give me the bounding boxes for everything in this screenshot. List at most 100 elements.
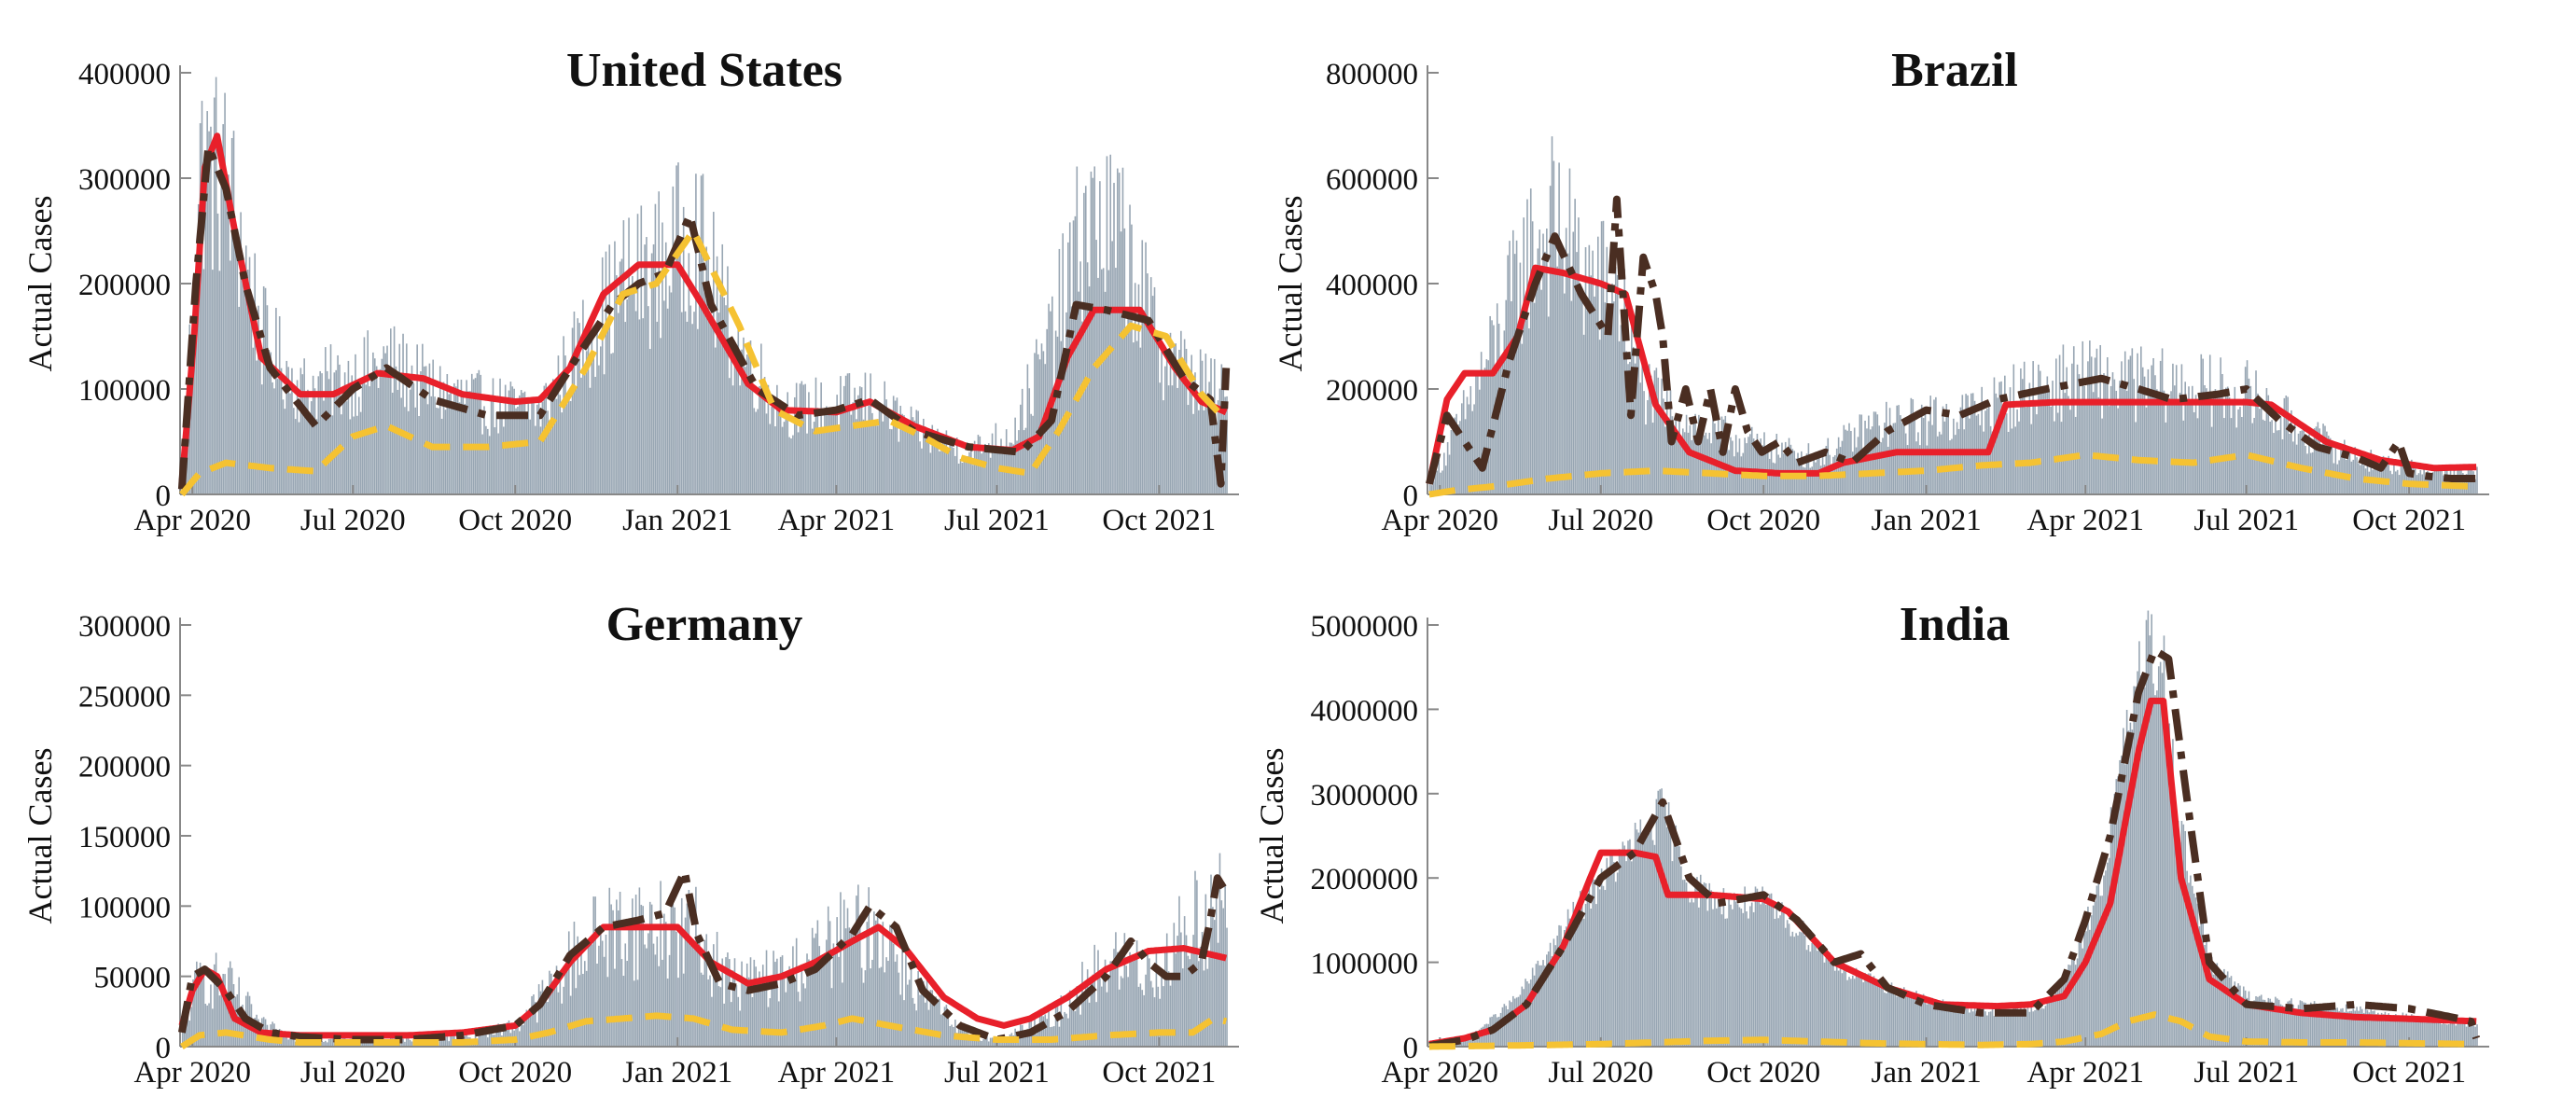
bar — [1139, 983, 1142, 1047]
bar — [2223, 968, 2225, 1047]
bar — [561, 412, 563, 494]
bar — [2087, 361, 2089, 494]
bar — [242, 274, 244, 494]
bar — [854, 939, 856, 1047]
bar — [650, 253, 653, 494]
bar — [2083, 933, 2085, 1047]
bar — [970, 1037, 972, 1047]
bar — [1991, 1007, 1994, 1047]
bar — [2208, 960, 2211, 1047]
bar — [1067, 1018, 1069, 1047]
bar — [335, 369, 337, 494]
bar — [700, 175, 703, 495]
bar — [1914, 417, 1915, 494]
bar — [2412, 466, 2415, 494]
bar — [1464, 419, 1467, 494]
bar — [664, 922, 667, 1047]
bar — [2172, 363, 2174, 494]
bar — [196, 961, 198, 1047]
bar — [1570, 932, 1573, 1047]
bar — [1060, 995, 1063, 1047]
bar — [2154, 375, 2156, 494]
bar — [2034, 1009, 2036, 1047]
bar — [1692, 422, 1694, 494]
bar — [1938, 1003, 1941, 1047]
y-tick-label: 600000 — [1326, 163, 1418, 197]
bar — [196, 273, 198, 494]
bar — [2310, 452, 2312, 494]
bar — [998, 1039, 1000, 1047]
bar — [2239, 985, 2241, 1047]
bar — [733, 358, 736, 494]
bar — [874, 421, 877, 494]
bar — [2168, 397, 2170, 494]
bar — [1509, 1000, 1511, 1047]
bar — [310, 401, 313, 494]
bar — [1196, 880, 1198, 1047]
bar — [386, 345, 388, 494]
bar — [1560, 925, 1562, 1047]
bar — [226, 187, 228, 495]
bar — [652, 943, 655, 1047]
bar — [1766, 896, 1769, 1047]
bar — [2474, 1026, 2476, 1047]
bar — [1928, 1000, 1930, 1047]
bar — [929, 990, 932, 1047]
bar — [1835, 448, 1838, 494]
bar — [1973, 1006, 1976, 1047]
bar — [730, 1002, 732, 1047]
bar — [1815, 462, 1817, 494]
bar — [1645, 424, 1647, 494]
bar — [238, 306, 240, 494]
chart-title: Germany — [606, 598, 803, 651]
bar — [285, 1031, 288, 1047]
bar — [2097, 396, 2100, 494]
bar — [566, 969, 568, 1047]
bar — [2281, 438, 2284, 494]
bar — [341, 414, 342, 494]
bar — [1620, 325, 1622, 494]
bar — [1667, 417, 1670, 494]
bar — [488, 1034, 491, 1047]
bar — [1092, 974, 1094, 1047]
bar — [1795, 933, 1797, 1047]
bar — [1708, 882, 1711, 1047]
bar — [1659, 409, 1661, 494]
bar — [1696, 877, 1698, 1047]
bar — [828, 413, 831, 494]
bar — [1691, 898, 1693, 1047]
bar — [1535, 276, 1538, 494]
bar — [1088, 1002, 1091, 1047]
bar — [776, 958, 778, 1047]
bar — [1866, 428, 1868, 494]
bar — [481, 1026, 483, 1047]
bar — [1480, 352, 1483, 494]
bar — [741, 961, 743, 1047]
bar — [862, 419, 865, 494]
bar — [1141, 990, 1144, 1047]
bar — [1473, 1035, 1475, 1047]
bar — [949, 441, 951, 494]
bar — [693, 312, 695, 494]
bar — [199, 123, 202, 494]
bar — [624, 322, 627, 494]
bar — [2405, 465, 2407, 494]
bar — [2439, 1020, 2441, 1047]
bar — [1765, 904, 1767, 1047]
bar — [1609, 850, 1611, 1047]
bar — [858, 919, 861, 1047]
bar — [370, 376, 372, 494]
bar — [2131, 729, 2134, 1047]
bar — [2285, 396, 2288, 494]
bar — [1586, 900, 1589, 1047]
bar — [2184, 830, 2186, 1047]
bar — [2380, 458, 2383, 494]
bar — [2208, 354, 2211, 494]
bar — [589, 939, 592, 1047]
bar — [787, 973, 789, 1047]
bar — [2297, 1005, 2300, 1047]
bar — [2295, 1008, 2298, 1047]
bar — [1669, 817, 1672, 1047]
bar — [2125, 709, 2128, 1047]
